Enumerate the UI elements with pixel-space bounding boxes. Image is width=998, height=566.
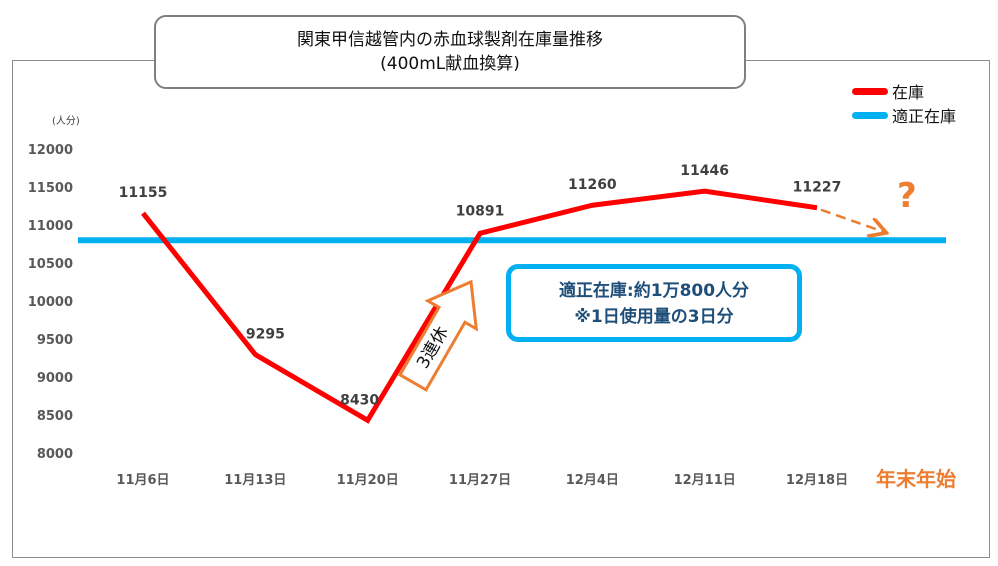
- y-tick-label: 9000: [37, 371, 73, 386]
- chart-title: 関東甲信越管内の赤血球製剤在庫量推移: [297, 30, 603, 50]
- legend-label-optimal: 適正在庫: [892, 107, 957, 126]
- legend: 在庫 適正在庫: [852, 79, 956, 127]
- data-label: 11227: [793, 180, 842, 196]
- holiday-arrow-shape: [397, 279, 479, 392]
- info-line-1: 適正在庫:約1万800人分: [558, 281, 750, 301]
- legend-item-optimal: 適正在庫: [852, 103, 956, 127]
- chart-subtitle: (400mL献血換算): [380, 54, 520, 74]
- stock-series-line: [141, 188, 818, 424]
- y-tick-label: 11500: [28, 181, 73, 196]
- x-tick-label: 12月11日: [674, 473, 736, 488]
- data-label: 11446: [680, 163, 729, 179]
- chart-frame: [12, 60, 990, 558]
- optimal-stock-info-box: 適正在庫:約1万800人分 ※1日使用量の3日分: [506, 264, 802, 342]
- y-tick-label: 10000: [28, 295, 73, 310]
- legend-label-stock: 在庫: [892, 83, 925, 102]
- holiday-arrow: 3連休: [397, 279, 479, 392]
- unit-label: (人分): [52, 115, 80, 127]
- data-label: 11155: [119, 185, 168, 201]
- info-line-2: ※1日使用量の3日分: [574, 307, 734, 327]
- y-axis-ticks: 8000 8500 9000 9500 10000 10500 11000 11500 1200…: [28, 143, 73, 462]
- data-labels: 11155 9295 8430 10891 11260 11446 11227: [119, 163, 842, 408]
- data-label: 8430: [340, 392, 379, 408]
- question-mark: ?: [897, 176, 917, 216]
- x-tick-label: 11月27日: [449, 473, 511, 488]
- data-label: 9295: [246, 327, 285, 343]
- y-tick-label: 8500: [37, 409, 73, 424]
- data-label: 10891: [456, 203, 505, 219]
- y-tick-label: 11000: [28, 219, 73, 234]
- x-tick-label: 12月18日: [786, 473, 848, 488]
- legend-item-stock: 在庫: [852, 79, 956, 103]
- x-tick-label: 11月6日: [116, 473, 169, 488]
- legend-swatch-optimal: [852, 111, 888, 119]
- x-tick-label: 12月4日: [566, 473, 619, 488]
- year-end-label: 年末年始: [876, 467, 956, 491]
- chart-title-box: 関東甲信越管内の赤血球製剤在庫量推移 (400mL献血換算): [154, 15, 746, 89]
- y-tick-label: 8000: [37, 447, 73, 462]
- y-tick-label: 10500: [28, 257, 73, 272]
- x-tick-label: 11月13日: [224, 473, 286, 488]
- y-tick-label: 12000: [28, 143, 73, 158]
- legend-swatch-stock: [852, 87, 888, 95]
- x-tick-label: 11月20日: [337, 473, 399, 488]
- x-axis-ticks: 11月6日 11月13日 11月20日 11月27日 12月4日 12月11日 12月18日: [116, 473, 848, 488]
- projection-arrow: [820, 208, 884, 232]
- data-label: 11260: [568, 177, 617, 193]
- y-tick-label: 9500: [37, 333, 73, 348]
